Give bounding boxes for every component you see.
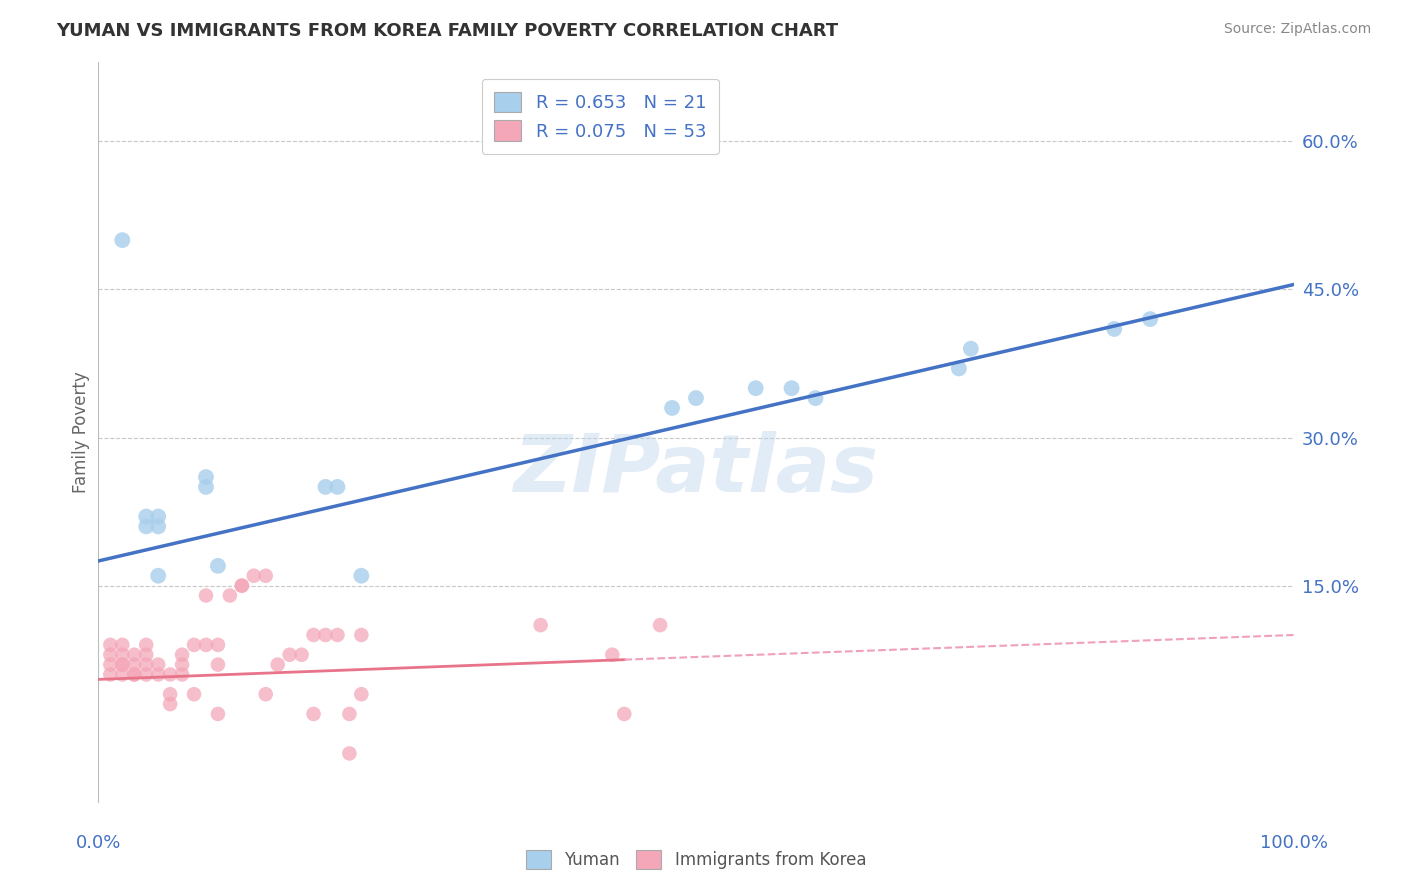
Point [350,568,373,582]
Point [315,628,337,642]
Point [685,391,707,405]
Point [291,648,314,662]
Point [648,618,672,632]
Point [254,687,277,701]
Point [326,628,349,642]
Point [219,589,242,603]
Point [339,706,361,721]
Point [302,628,325,642]
Point [124,657,146,672]
Point [780,381,803,395]
Point [148,667,170,681]
Point [98,657,122,672]
Point [124,667,146,681]
Point [148,657,170,672]
Point [195,470,218,484]
Point [159,687,181,701]
Text: 100.0%: 100.0% [1260,834,1327,852]
Text: ZIPatlas: ZIPatlas [513,431,879,508]
Point [267,657,290,672]
Point [195,638,218,652]
Point [243,568,266,582]
Point [195,480,218,494]
Point [98,648,122,662]
Point [804,391,827,405]
Point [98,667,122,681]
Point [530,618,553,632]
Text: Source: ZipAtlas.com: Source: ZipAtlas.com [1223,22,1371,37]
Point [1104,322,1126,336]
Point [111,667,134,681]
Point [350,628,373,642]
Point [148,568,170,582]
Point [745,381,768,395]
Y-axis label: Family Poverty: Family Poverty [72,372,90,493]
Point [960,342,983,356]
Point [948,361,970,376]
Point [207,558,229,573]
Point [148,509,170,524]
Point [172,667,194,681]
Point [135,638,157,652]
Point [124,648,146,662]
Point [231,579,253,593]
Point [111,657,134,672]
Point [172,657,194,672]
Point [350,687,373,701]
Point [159,697,181,711]
Point [661,401,683,415]
Point [339,747,361,761]
Point [148,519,170,533]
Point [602,648,624,662]
Point [111,233,134,247]
Point [302,706,325,721]
Point [159,667,181,681]
Point [98,638,122,652]
Point [135,648,157,662]
Point [278,648,301,662]
Point [124,667,146,681]
Point [254,568,277,582]
Point [111,638,134,652]
Point [135,509,157,524]
Point [315,480,337,494]
Point [326,480,349,494]
Point [172,648,194,662]
Point [231,579,253,593]
Point [135,667,157,681]
Point [207,638,229,652]
Point [207,706,229,721]
Point [111,648,134,662]
Legend: Yuman, Immigrants from Korea: Yuman, Immigrants from Korea [519,843,873,876]
Point [135,657,157,672]
Point [613,706,636,721]
Text: 0.0%: 0.0% [76,834,121,852]
Point [195,589,218,603]
Point [183,687,205,701]
Point [1139,312,1161,326]
Point [135,519,157,533]
Point [207,657,229,672]
Point [183,638,205,652]
Text: YUMAN VS IMMIGRANTS FROM KOREA FAMILY POVERTY CORRELATION CHART: YUMAN VS IMMIGRANTS FROM KOREA FAMILY PO… [56,22,838,40]
Point [111,657,134,672]
